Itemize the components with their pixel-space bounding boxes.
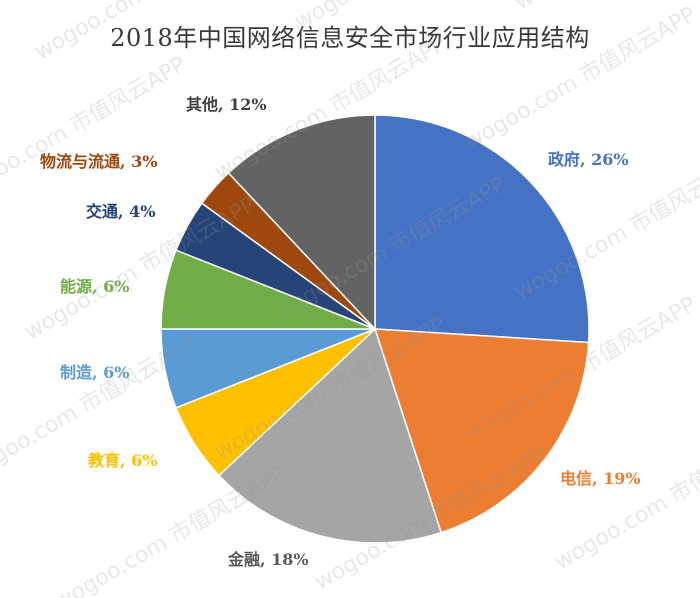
watermark-text: wogoo.com 市值风云APP: [291, 0, 531, 35]
pie-labels: 政府, 26% 电信, 19% 金融, 18% 教育, 6% 制造, 6% 能源, 6% 交…: [40, 95, 641, 569]
watermark-text: wogoo.com 市值风云APP: [0, 52, 190, 205]
slice-label-4: 教育, 6%: [88, 451, 157, 470]
pie-slices: [160, 114, 590, 544]
watermark-text: wogoo.com 市值风云APP: [51, 462, 291, 598]
slice-label-7: 交通, 4%: [86, 202, 155, 221]
pie-slice-2: [373, 328, 590, 534]
chart-title: 2018年中国网络信息安全市场行业应用结构: [110, 24, 590, 52]
slice-label-6: 能源, 6%: [60, 277, 129, 296]
slice-label-5: 制造, 6%: [60, 363, 129, 382]
slice-label-2: 电信, 19%: [560, 469, 641, 488]
pie-slice-3: [217, 327, 443, 544]
watermark-text: wogoo.com 市值风云APP: [551, 422, 700, 575]
slice-label-3: 金融, 18%: [227, 550, 309, 569]
slice-label-1: 政府, 26%: [548, 150, 629, 169]
watermark-text: wogoo.com 市值风云APP: [31, 0, 271, 65]
slice-label-9: 其他, 12%: [186, 95, 267, 114]
watermark-text: wogoo.com 市值风云APP: [461, 2, 700, 155]
slice-label-8: 物流与流通, 3%: [40, 152, 157, 171]
pie-slice-9: [227, 114, 376, 331]
pie-slice-1: [374, 114, 590, 344]
